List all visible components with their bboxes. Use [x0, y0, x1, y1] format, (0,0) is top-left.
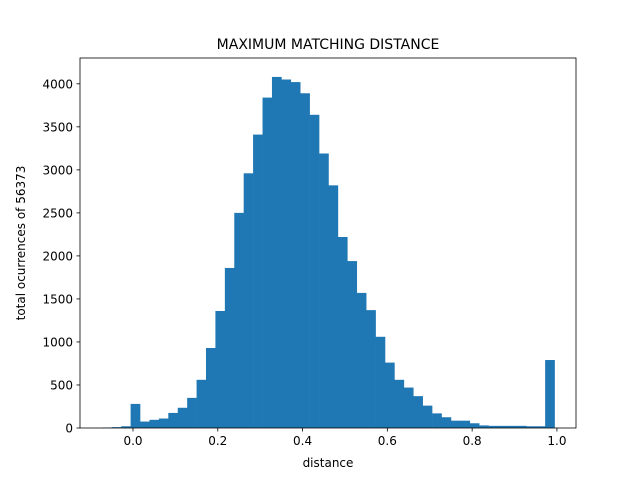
histogram-bar: [498, 425, 508, 428]
histogram-bar: [507, 425, 518, 428]
y-tick-label: 2000: [42, 249, 73, 263]
histogram-bar: [384, 362, 395, 428]
histogram-bar: [337, 236, 348, 428]
x-tick-label: 0.6: [378, 434, 397, 448]
plot-frame: [79, 57, 577, 429]
y-tick-label: 1000: [42, 335, 73, 349]
histogram-bar: [271, 76, 282, 429]
x-tick-label: 0.4: [293, 434, 312, 448]
y-tick-label: 0: [65, 422, 73, 436]
histogram-bar: [130, 403, 141, 428]
histogram-bar: [111, 427, 122, 428]
histogram-bar: [375, 336, 386, 428]
histogram-bar: [309, 114, 320, 428]
histogram-bar: [319, 153, 329, 428]
histogram-bar: [469, 423, 480, 428]
x-tick-label: 1.0: [547, 434, 566, 448]
histogram-bar: [366, 310, 376, 428]
histogram-bar: [187, 397, 197, 428]
histogram-bar: [347, 261, 358, 428]
histogram-bar: [545, 360, 555, 428]
histogram-bar: [262, 97, 273, 428]
histogram-bar: [422, 405, 433, 428]
histogram-bar: [168, 412, 179, 428]
x-tick-label: 0.0: [123, 434, 142, 448]
histogram-bar: [149, 419, 160, 428]
histogram-bar: [526, 426, 537, 428]
histogram-bars: [102, 76, 555, 429]
histogram-bar: [290, 82, 301, 428]
histogram-bar: [300, 93, 310, 428]
y-axis-label: total ocurrences of 56373: [14, 166, 28, 321]
y-axis-ticks: 0 500 1000 1500 2000 2500 3000 3500 4000: [42, 77, 80, 436]
x-tick-label: 0.2: [208, 434, 227, 448]
histogram-bar: [450, 420, 461, 428]
histogram-bar: [488, 425, 499, 428]
histogram-bar: [253, 134, 263, 428]
histogram-bar: [403, 387, 414, 428]
y-tick-label: 1500: [42, 292, 73, 306]
histogram-bar: [479, 425, 489, 428]
histogram-bar: [140, 421, 150, 428]
histogram-bar: [196, 379, 207, 428]
histogram-bar: [460, 420, 471, 428]
histogram-bar: [432, 413, 442, 428]
y-tick-label: 500: [50, 378, 73, 392]
histogram-bar: [328, 185, 339, 428]
histogram-bar: [281, 79, 292, 428]
histogram-bar: [516, 425, 527, 428]
histogram-bar: [205, 347, 216, 428]
y-tick-label: 2500: [42, 206, 73, 220]
histogram-bar: [441, 417, 452, 428]
histogram-bar: [243, 173, 254, 428]
y-tick-label: 4000: [42, 77, 73, 91]
y-tick-label: 3000: [42, 163, 73, 177]
histogram-bar: [158, 418, 169, 428]
x-axis-ticks: 0.0 0.2 0.4 0.6 0.8 1.0: [123, 428, 566, 448]
histogram-bar: [234, 212, 244, 428]
y-tick-label: 3500: [42, 120, 73, 134]
x-axis-label: distance: [303, 456, 354, 470]
histogram-bar: [224, 267, 235, 428]
histogram-bar: [394, 379, 405, 428]
histogram-bar: [356, 292, 367, 428]
chart-title: MAXIMUM MATCHING DISTANCE: [217, 37, 440, 53]
histogram-bar: [535, 426, 546, 428]
histogram-bar: [215, 310, 226, 428]
histogram-bar: [177, 407, 188, 428]
histogram-bar: [413, 396, 423, 428]
histogram-bar: [121, 426, 131, 428]
x-tick-label: 0.8: [463, 434, 482, 448]
